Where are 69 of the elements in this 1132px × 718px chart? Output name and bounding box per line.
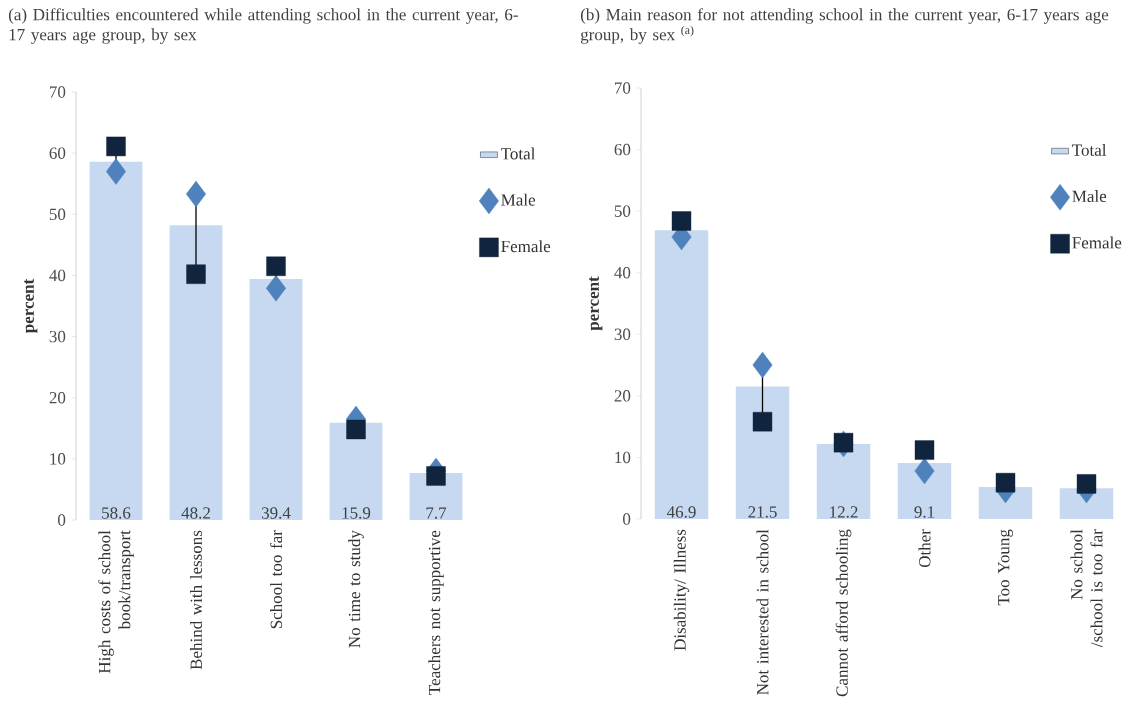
bar [169,225,223,520]
point [266,256,286,276]
y-axis-title: percent [589,276,603,331]
legend-label: Female [501,240,551,253]
x-tick-label: Behind with lessons [190,530,202,670]
y-tick-label: 0 [623,513,631,525]
y-tick-label: 30 [614,328,631,341]
y-tick-label: 50 [49,208,66,221]
x-tick-label: Not interested in school [756,529,769,695]
point [752,351,773,379]
point [671,211,692,231]
point [186,180,206,208]
bar [735,386,790,519]
x-tick-label: Too Young [998,529,1013,606]
data-label: 9.1 [914,506,935,518]
point [346,419,366,440]
x-tick-label: Teachers not supportive [428,530,444,695]
x-tick-label: No school /school is too far [1070,529,1103,648]
legend-label: Total [1072,143,1107,156]
point [426,466,446,486]
bar [249,279,303,520]
point [752,412,773,432]
point [1076,474,1097,494]
data-label: 58.6 [102,507,131,519]
y-tick-label: 20 [614,390,631,402]
y-tick-label: 40 [49,269,66,282]
y-tick-label: 60 [614,143,631,156]
legend-label: Male [501,193,536,206]
bar [89,161,143,520]
bar [654,230,709,519]
point [106,136,126,157]
legend-label: Total [501,147,536,160]
y-tick-label: 0 [58,514,66,526]
point [914,457,935,485]
y-tick-label: 10 [50,453,66,465]
data-label: 46.9 [666,506,696,518]
bar [329,422,383,520]
y-tick-label: 30 [49,330,66,343]
y-tick-label: 50 [614,205,631,217]
chart-title: (b) Main reason for not attending school in the current year, 6-17 years age group, by sex $^{(a)}$ [580,8,1109,44]
y-tick-label: 40 [614,266,631,279]
legend-label: Male [1072,190,1107,203]
x-tick-label: High costs of school book/transport [98,530,134,674]
point [106,158,126,185]
legend-label: Female [1072,236,1122,249]
y-tick-label: 60 [49,147,66,159]
point [914,440,935,460]
data-label: 39.4 [261,507,291,519]
data-label: 15.9 [342,507,371,519]
point [186,264,206,284]
point [833,432,854,453]
x-tick-label: School too far [269,530,283,629]
data-label: 21.5 [748,506,777,518]
y-tick-label: 70 [615,82,631,94]
y-tick-label: 70 [50,86,66,98]
y-axis-title: percent [24,278,38,334]
x-tick-label: Disability/ Illness [673,529,690,651]
y-tick-label: 10 [615,451,631,464]
y-tick-label: 20 [49,391,66,404]
data-label: 48.2 [181,507,210,519]
data-label: 12.2 [830,506,858,518]
x-tick-label: Other [918,529,931,568]
bar [816,443,871,519]
x-tick-label: No time to study [348,530,364,648]
x-tick-label: Cannot afford schooling [835,529,852,697]
point [266,275,286,302]
point [995,472,1016,493]
data-label: 7.7 [426,507,447,519]
chart-title: (a) Difficulties encountered while attending school in the current year, 6-17 years age group, by sex [8,8,518,44]
